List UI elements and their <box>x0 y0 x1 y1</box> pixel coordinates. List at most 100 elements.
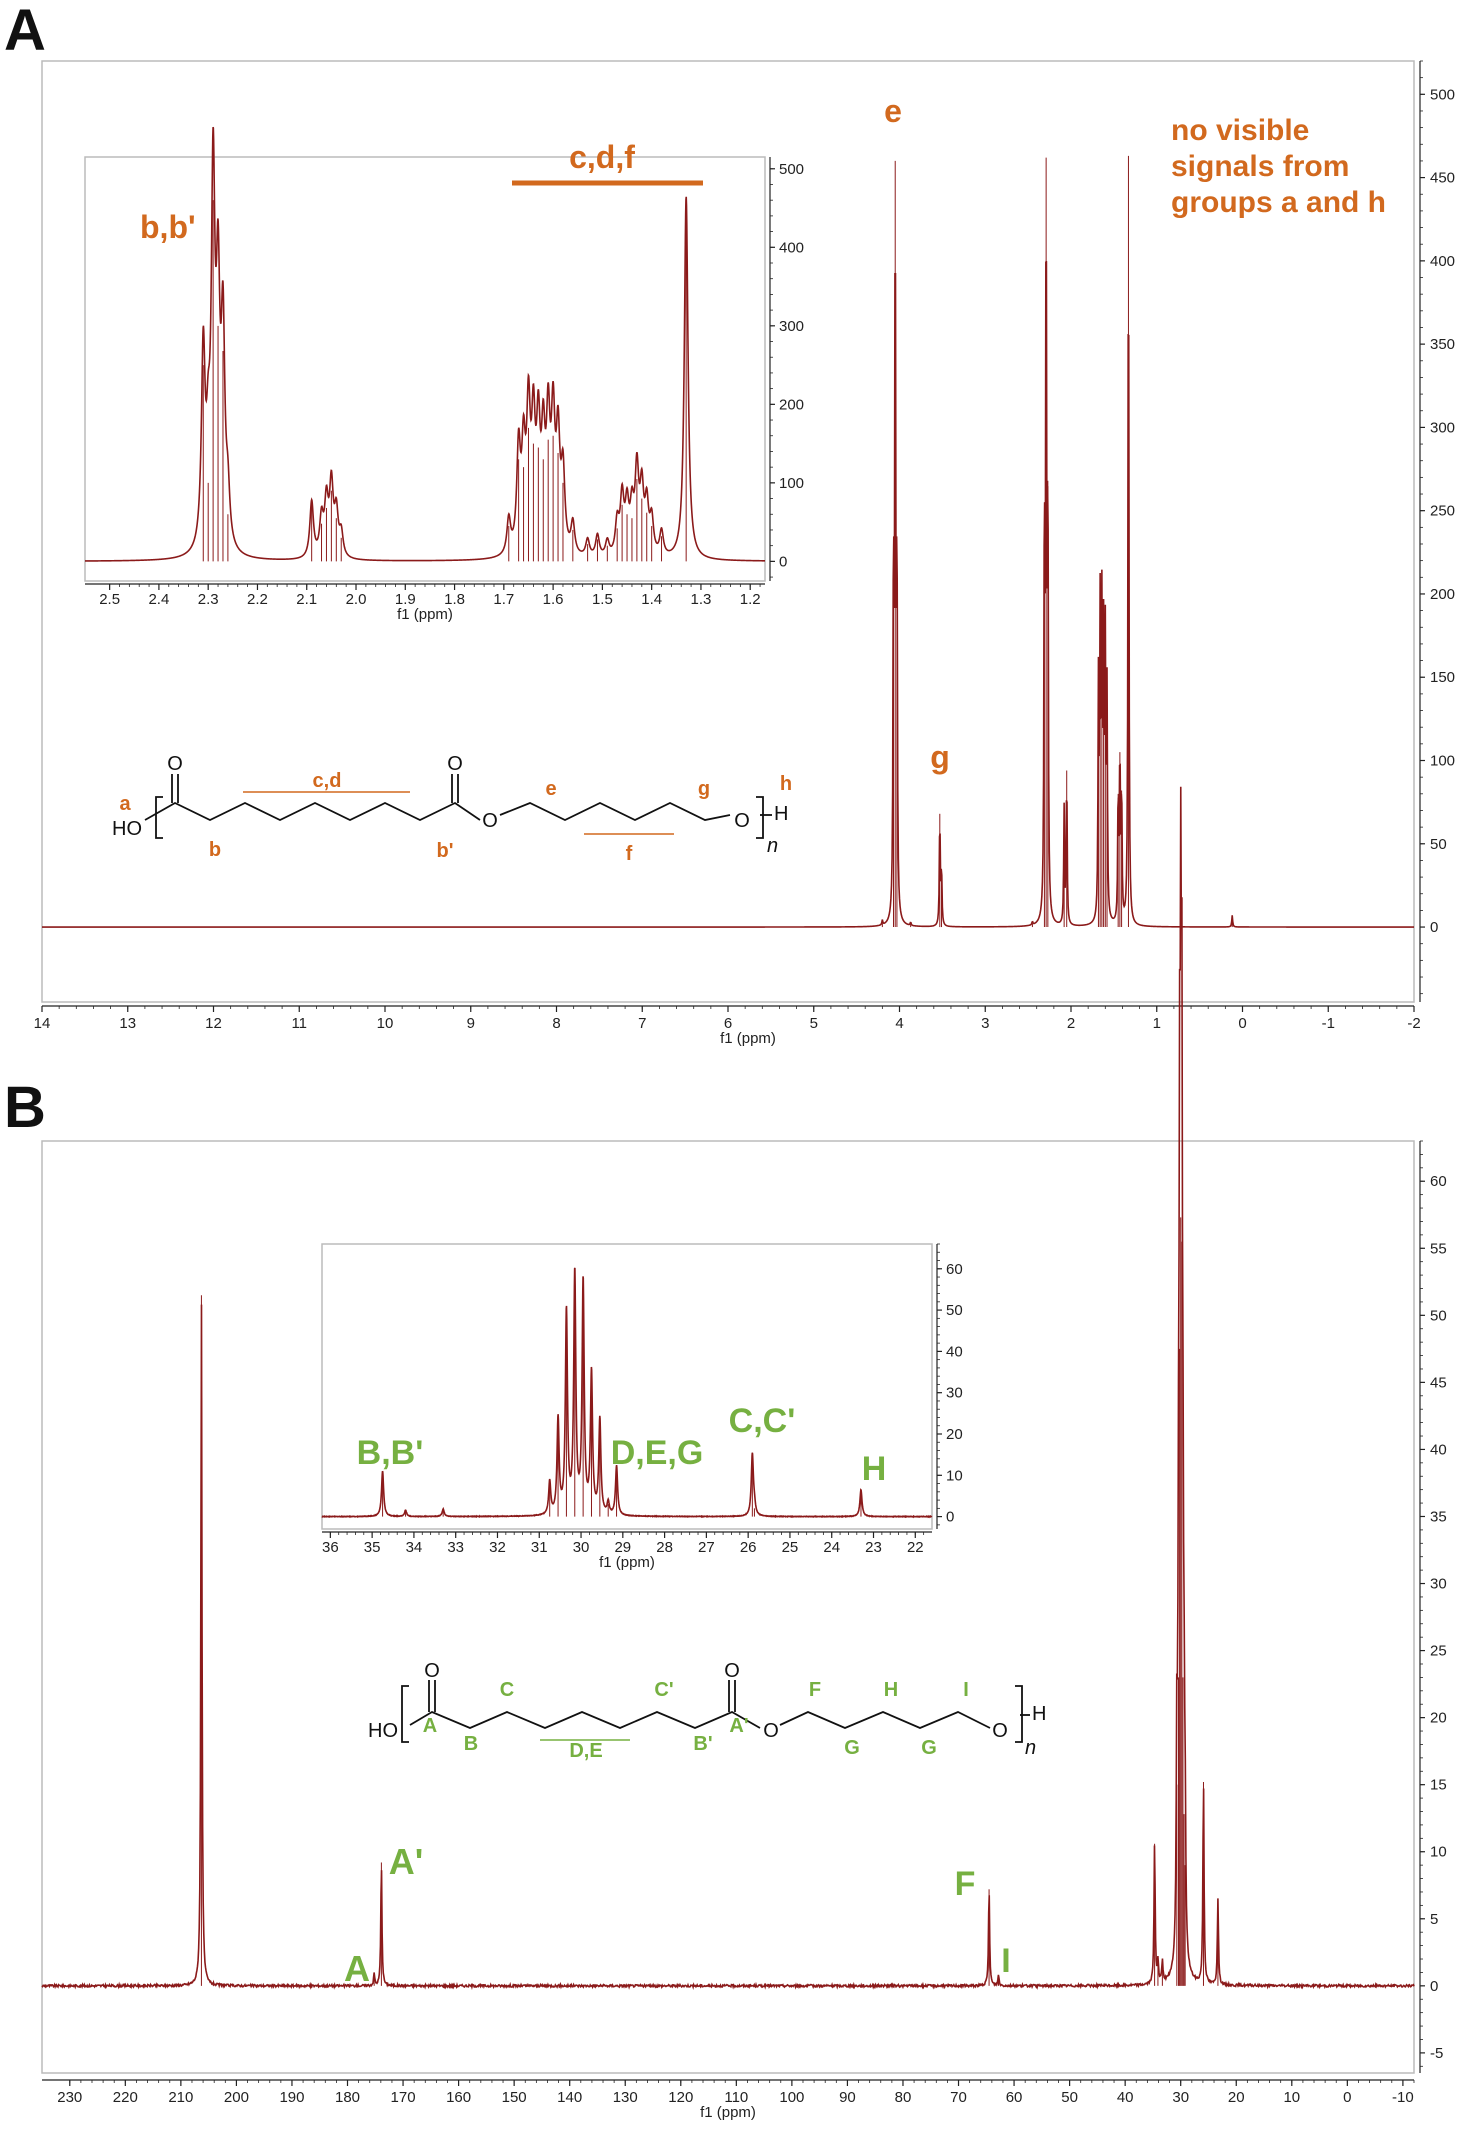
x-tick-label: 10 <box>377 1015 394 1032</box>
y-tick-label: 350 <box>1430 336 1455 353</box>
y-tick-label: 60 <box>946 1261 963 1278</box>
mol-b-label-B: B <box>464 1733 478 1755</box>
x-tick-label: 90 <box>839 2089 856 2106</box>
label-A: A <box>344 1948 370 1989</box>
x-tick-label: 33 <box>447 1539 464 1556</box>
y-tick-label: 10 <box>946 1467 963 1484</box>
y-tick-label: 300 <box>779 318 804 335</box>
x-tick-label: 14 <box>34 1015 51 1032</box>
inset-label-cdf: c,d,f <box>569 139 635 175</box>
x-tick-label: 3 <box>981 1015 989 1032</box>
mol-b-label-H: H <box>884 1679 898 1701</box>
y-tick-label: 150 <box>1430 669 1455 686</box>
x-tick-label: 120 <box>668 2089 693 2106</box>
y-tick-label: 30 <box>946 1385 963 1402</box>
panel-b-inset-chart: 36 35 34 33 32 31 30 29 28 27 26 25 24 23 22 f1 (ppm) 0 1… <box>321 1243 963 1571</box>
panel-b-inset-frame <box>321 1243 933 1530</box>
y-tick-label: 100 <box>779 475 804 492</box>
mol-b-label-A: A <box>423 1715 437 1737</box>
mol-a-label-g: g <box>698 778 710 800</box>
mol-b-label-Cp: C' <box>654 1679 673 1701</box>
mol-b-label-C: C <box>500 1679 514 1701</box>
x-tick-label: -2 <box>1407 1015 1420 1032</box>
mol-b-o3: O <box>763 1720 779 1742</box>
x-tick-label: 0 <box>1343 2089 1351 2106</box>
panel-a-main-chart: 14 13 12 11 10 9 8 7 6 5 4 3 2 1 0 -1 -2f1 (ppm)05010015… <box>34 60 1455 1047</box>
x-tick-label: 34 <box>406 1539 423 1556</box>
x-tick-label: 4 <box>895 1015 903 1032</box>
x-tick-label: 36 <box>322 1539 339 1556</box>
mol-a-o2: O <box>447 753 463 775</box>
x-tick-label: 7 <box>638 1015 646 1032</box>
panel-a-inset-chart: 2.5 2.4 2.3 2.2 2.1 2.0 1.9 1.8 1.7 1.6 1.5 1.4 1.3 1… <box>85 126 804 623</box>
x-tick-label: 180 <box>335 2089 360 2106</box>
x-tick-label: 190 <box>279 2089 304 2106</box>
x-tick-label: 140 <box>557 2089 582 2106</box>
x-tick-label: 12 <box>205 1015 222 1032</box>
y-tick-label: 40 <box>946 1343 963 1360</box>
x-tick-label: 1.2 <box>740 591 761 608</box>
x-tick-label: 5 <box>810 1015 818 1032</box>
note-line-3: groups a and h <box>1171 186 1386 219</box>
mol-b-label-Bp: B' <box>693 1733 712 1755</box>
y-tick-label: 300 <box>1430 419 1455 436</box>
x-axis-label: f1 (ppm) <box>599 1554 655 1571</box>
y-tick-label: 500 <box>1430 86 1455 103</box>
panel-b-letter: B <box>4 1075 46 1140</box>
x-tick-label: 31 <box>531 1539 548 1556</box>
mol-a-ho: HO <box>112 818 142 840</box>
label-Aprime: A' <box>389 1841 424 1882</box>
x-tick-label: 10 <box>1283 2089 1300 2106</box>
y-tick-label: 0 <box>779 553 787 570</box>
x-tick-label: 1.8 <box>444 591 465 608</box>
mol-a-o3: O <box>482 810 498 832</box>
y-tick-label: 50 <box>946 1302 963 1319</box>
y-tick-label: 40 <box>1430 1441 1447 1458</box>
mol-a-bracket-right <box>756 796 764 839</box>
y-tick-label: 50 <box>1430 1307 1447 1324</box>
mol-a-label-a: a <box>119 793 131 815</box>
x-tick-label: 2.0 <box>346 591 367 608</box>
mol-a-chain-1 <box>144 801 481 822</box>
x-tick-label: 80 <box>895 2089 912 2106</box>
y-tick-label: 0 <box>1430 1978 1438 1995</box>
x-axis-label: f1 (ppm) <box>720 1030 776 1047</box>
y-tick-label: 20 <box>946 1426 963 1443</box>
y-tick-label: 200 <box>779 396 804 413</box>
spectrum-trace <box>41 786 1415 1991</box>
x-tick-label: 220 <box>113 2089 138 2106</box>
x-tick-label: 9 <box>467 1015 475 1032</box>
y-tick-label: 50 <box>1430 836 1447 853</box>
x-tick-label: 130 <box>613 2089 638 2106</box>
y-tick-label: 400 <box>779 239 804 256</box>
mol-a-chain-2 <box>499 801 731 822</box>
label-I: I <box>1001 1942 1010 1980</box>
x-tick-label: 11 <box>291 1015 307 1032</box>
y-tick-label: 450 <box>1430 170 1455 187</box>
y-tick-label: 0 <box>946 1509 954 1526</box>
spectrum-trace <box>42 260 1414 928</box>
y-tick-label: 500 <box>779 161 804 178</box>
panel-a-letter: A <box>4 0 46 63</box>
x-tick-label: 25 <box>782 1539 799 1556</box>
y-tick-label: 35 <box>1430 1508 1447 1525</box>
panel-b-main-chart: 230 220 210 200 190 180 170 160 150 140 130 120 110 1… <box>41 786 1447 2121</box>
mol-a-label-cd: c,d <box>313 770 342 792</box>
x-tick-label: 28 <box>656 1539 673 1556</box>
x-tick-label: 150 <box>502 2089 527 2106</box>
x-tick-label: 2.2 <box>247 591 268 608</box>
x-tick-label: 110 <box>724 2089 748 2106</box>
y-tick-label: 200 <box>1430 586 1455 603</box>
spectrum-trace <box>321 1267 933 1519</box>
y-tick-label: 55 <box>1430 1240 1447 1257</box>
x-tick-label: 0 <box>1238 1015 1246 1032</box>
mol-b-label-Ap: A' <box>729 1715 748 1737</box>
x-tick-label: 40 <box>1117 2089 1134 2106</box>
mol-b-o4: O <box>992 1720 1008 1742</box>
mol-b-bracket-right <box>1015 1685 1023 1743</box>
x-tick-label: 200 <box>224 2089 249 2106</box>
x-tick-label: 1.5 <box>592 591 613 608</box>
y-tick-label: 0 <box>1430 919 1438 936</box>
x-tick-label: 1.7 <box>493 591 514 608</box>
mol-a-o4: O <box>734 810 750 832</box>
